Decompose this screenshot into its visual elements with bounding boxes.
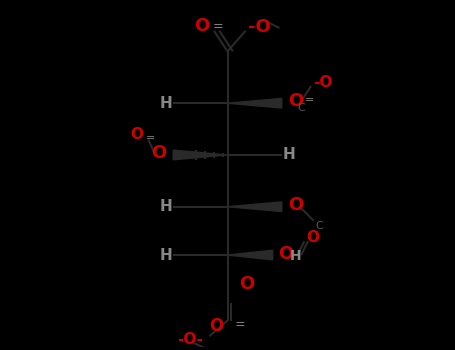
Text: C: C (316, 221, 324, 231)
Text: O: O (194, 16, 209, 35)
Text: O: O (239, 275, 254, 293)
Text: H: H (290, 249, 302, 263)
Text: -O: -O (248, 18, 271, 36)
Polygon shape (228, 98, 282, 108)
Text: O: O (209, 317, 223, 335)
Text: O: O (288, 92, 303, 111)
Text: H: H (160, 199, 173, 214)
Text: H: H (282, 147, 295, 162)
Polygon shape (173, 150, 228, 160)
Text: O: O (307, 230, 320, 245)
Text: =: = (234, 317, 245, 330)
Text: C: C (298, 103, 305, 113)
Text: =: = (146, 133, 156, 143)
Polygon shape (228, 202, 282, 211)
Text: O: O (151, 144, 167, 162)
Text: O: O (131, 127, 144, 142)
Text: -O-: -O- (177, 332, 202, 347)
Text: =: = (304, 96, 314, 105)
Text: -O: -O (313, 75, 333, 90)
Text: O: O (278, 245, 293, 262)
Text: =: = (212, 20, 223, 33)
Polygon shape (228, 250, 273, 260)
Text: O: O (288, 196, 303, 214)
Text: H: H (160, 247, 173, 262)
Text: H: H (160, 96, 173, 111)
